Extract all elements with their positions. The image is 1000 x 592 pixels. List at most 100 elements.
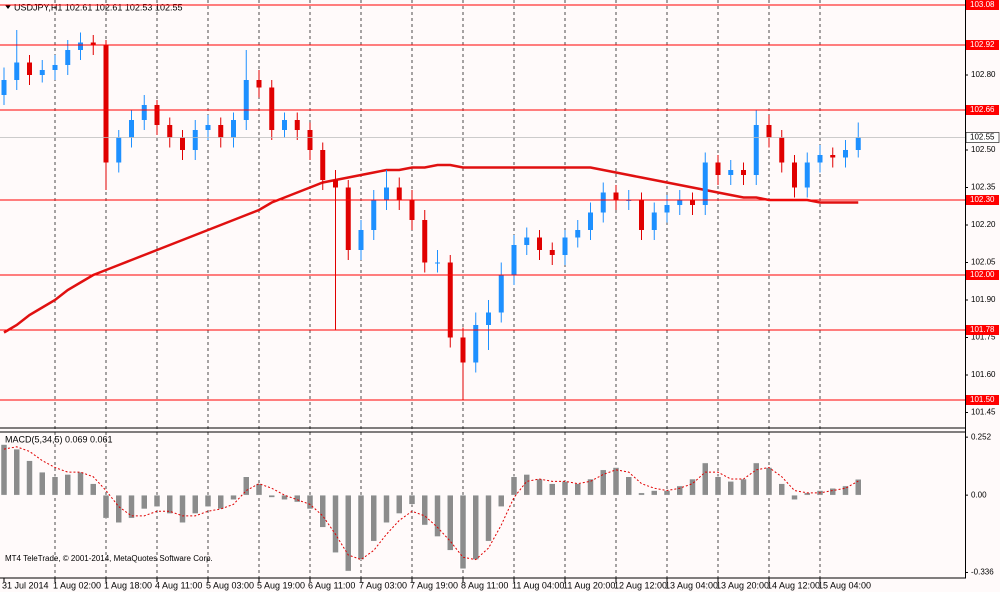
x-tick-label: 31 Jul 2014 [2, 580, 49, 590]
histogram-bar [663, 490, 671, 496]
histogram-bar [0, 444, 8, 496]
candle-body [14, 62, 20, 80]
histogram-bar [638, 492, 645, 496]
level-label: 102.66 [970, 105, 995, 114]
histogram-bar [192, 494, 199, 514]
level-label: 102.30 [970, 195, 995, 204]
candle-body [320, 150, 326, 180]
histogram-bar [842, 485, 849, 496]
candle-body [855, 137, 861, 150]
histogram-bar [459, 494, 467, 570]
y-tick-label: 102.20 [971, 220, 996, 229]
histogram-bar [370, 494, 377, 542]
candle-body [52, 65, 58, 70]
candle-body [307, 130, 313, 150]
histogram-bar [421, 494, 428, 526]
histogram-bar [306, 494, 314, 510]
indicator-title: MACD(5,34,5) 0.069 0.061 [5, 434, 113, 444]
histogram-bar [765, 467, 773, 496]
candle-body [180, 137, 185, 150]
candle-body [741, 170, 746, 175]
moving-average [3, 163, 859, 334]
histogram-bar [268, 494, 275, 498]
histogram-bar [612, 467, 620, 496]
histogram-bar [536, 478, 543, 496]
histogram-bar [702, 462, 709, 496]
candle-body [766, 125, 772, 138]
candle-body [141, 105, 147, 120]
y-tick-label: 102.50 [971, 145, 996, 154]
candle-body [65, 50, 71, 65]
candle-body [575, 230, 581, 238]
candle-body [613, 192, 619, 200]
histogram-bar [676, 485, 683, 496]
candle-body [677, 200, 683, 205]
histogram-bar [600, 469, 607, 496]
histogram-bar [383, 494, 390, 524]
candle-body [715, 162, 721, 175]
level-label: 102.92 [970, 40, 995, 49]
histogram-bar [447, 494, 454, 551]
x-tick-label: 13 Aug 20:00 [716, 580, 769, 590]
y-tick-label: 102.35 [971, 183, 996, 192]
candle-body [269, 87, 275, 130]
level-label-box [966, 395, 999, 405]
candle-body [447, 262, 453, 338]
y-tick-label: 0.00 [971, 490, 987, 499]
candle-body [167, 125, 173, 138]
candle-body [753, 125, 759, 175]
level-label: 103.08 [970, 0, 995, 9]
histogram-bar [472, 494, 479, 560]
x-tick-label: 8 Aug 11:00 [461, 580, 508, 590]
level-label: 101.50 [970, 395, 995, 404]
footer: MT4 TeleTrade, © 2001-2014, MetaQuotes S… [5, 554, 213, 563]
histogram-bar [39, 471, 46, 496]
y-tick-label: -0.336 [971, 568, 994, 577]
histogram-bar [166, 494, 173, 514]
candle-body [192, 130, 198, 150]
histogram-bar [574, 483, 581, 496]
candle-body [664, 205, 670, 213]
y-tick-label: 102.80 [971, 70, 996, 79]
histogram-bar [561, 481, 569, 496]
x-tick-label: 4 Aug 11:00 [155, 580, 202, 590]
histogram-bar [498, 494, 505, 507]
x-tick-label: 13 Aug 04:00 [665, 580, 718, 590]
candle-body [154, 105, 160, 125]
candle-body [218, 125, 224, 138]
x-tick-label: 6 Aug 11:00 [308, 580, 355, 590]
x-tick-label: 11 Aug 04:00 [512, 580, 564, 590]
x-tick-label: 15 Aug 04:00 [818, 580, 871, 590]
level-label-box [966, 105, 999, 115]
histogram-bar [115, 494, 122, 524]
histogram-bar [740, 478, 747, 496]
candle-body [103, 45, 109, 163]
candle-body [371, 200, 377, 230]
histogram-bar [651, 490, 658, 496]
y-tick-label: 101.45 [971, 408, 996, 417]
level-label-box [966, 0, 999, 10]
histogram-bar [230, 494, 237, 500]
candle-body [817, 155, 823, 163]
candle-body [779, 137, 785, 163]
histogram-bar [64, 474, 71, 496]
candle-body [256, 80, 262, 88]
candle-body [690, 200, 695, 205]
candle-body [39, 70, 45, 75]
histogram-bar [829, 487, 836, 496]
candle-body [205, 125, 211, 130]
histogram-bar [523, 474, 530, 496]
current-price-box [965, 132, 1000, 143]
candle-body [792, 162, 797, 188]
candle-body [728, 170, 734, 175]
candle-body [27, 62, 32, 75]
symbol-icon [5, 5, 11, 9]
candle-body [562, 237, 568, 255]
histogram-bar [727, 481, 734, 496]
x-tick-label: 12 Aug 12:00 [614, 580, 667, 590]
level-label-box [966, 270, 999, 280]
y-tick-label: 101.60 [971, 370, 996, 379]
x-tick-label: 1 Aug 18:00 [104, 580, 152, 590]
candle-body [243, 80, 249, 120]
